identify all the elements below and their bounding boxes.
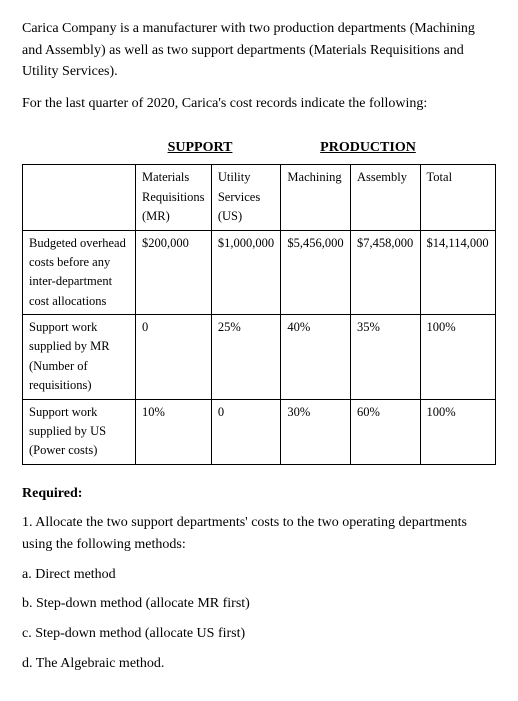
required-b: b. Step-down method (allocate MR first) [22,593,496,615]
row-label-mr-supply: Support work supplied by MR (Number of r… [23,315,136,400]
table-row: Budgeted overhead costs before any inter… [23,230,496,315]
cell-mr-supply-machining: 40% [281,315,351,400]
cell-mr-supply-assembly: 35% [350,315,420,400]
cell-budgeted-total: $14,114,000 [420,230,495,315]
table-row: Support work supplied by MR (Number of r… [23,315,496,400]
header-total: Total [420,165,495,230]
cell-budgeted-mr: $200,000 [136,230,212,315]
cell-mr-supply-us: 25% [211,315,281,400]
cell-mr-supply-mr: 0 [136,315,212,400]
cell-budgeted-machining: $5,456,000 [281,230,351,315]
cell-mr-supply-total: 100% [420,315,495,400]
required-a: a. Direct method [22,564,496,586]
cost-table: Materials Requisitions (MR) Utility Serv… [22,164,496,464]
header-machining: Machining [281,165,351,230]
cell-us-supply-assembly: 60% [350,399,420,464]
table-row: Support work supplied by US (Power costs… [23,399,496,464]
cell-us-supply-mr: 10% [136,399,212,464]
row-label-budgeted: Budgeted overhead costs before any inter… [23,230,136,315]
cell-us-supply-total: 100% [420,399,495,464]
support-heading: SUPPORT [122,137,278,159]
header-mr: Materials Requisitions (MR) [136,165,212,230]
required-q1: 1. Allocate the two support departments'… [22,512,496,555]
table-section-headers: SUPPORT PRODUCTION [22,137,496,159]
cell-us-supply-us: 0 [211,399,281,464]
required-heading: Required: [22,483,496,505]
intro-paragraph-1: Carica Company is a manufacturer with tw… [22,18,496,83]
cell-budgeted-assembly: $7,458,000 [350,230,420,315]
header-assembly: Assembly [350,165,420,230]
table-header-row: Materials Requisitions (MR) Utility Serv… [23,165,496,230]
required-c: c. Step-down method (allocate US first) [22,623,496,645]
header-us: Utility Services (US) [211,165,281,230]
required-d: d. The Algebraic method. [22,653,496,675]
header-blank [23,165,136,230]
cell-us-supply-machining: 30% [281,399,351,464]
intro-paragraph-2: For the last quarter of 2020, Carica's c… [22,93,496,115]
cell-budgeted-us: $1,000,000 [211,230,281,315]
production-heading: PRODUCTION [298,137,438,159]
row-label-us-supply: Support work supplied by US (Power costs… [23,399,136,464]
